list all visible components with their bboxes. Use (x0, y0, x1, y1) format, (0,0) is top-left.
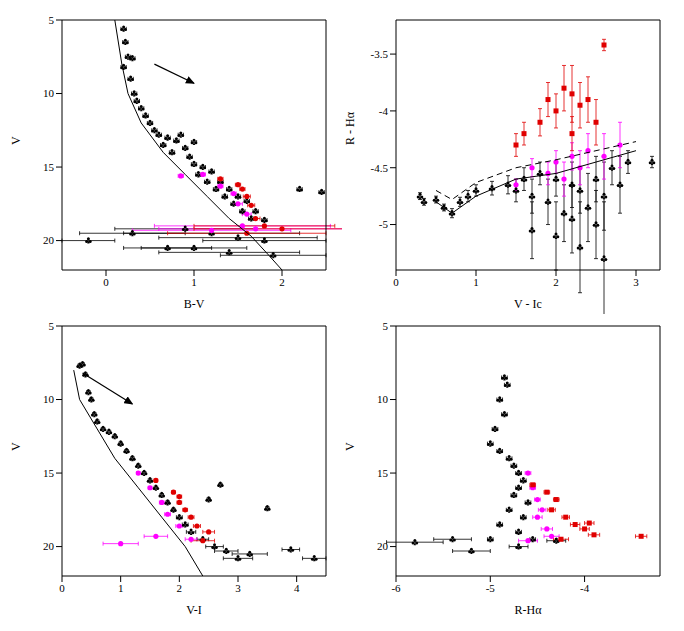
svg-text:15: 15 (43, 161, 55, 173)
svg-text:1: 1 (118, 582, 124, 594)
svg-text:3: 3 (235, 582, 241, 594)
svg-text:10: 10 (377, 393, 389, 405)
svg-text:-4.5: -4.5 (371, 162, 389, 174)
svg-text:10: 10 (43, 393, 55, 405)
svg-text:-4: -4 (580, 582, 590, 594)
svg-text:0: 0 (59, 582, 65, 594)
svg-text:3: 3 (633, 276, 639, 288)
svg-text:R-Hα: R-Hα (515, 603, 543, 617)
svg-text:2: 2 (177, 582, 183, 594)
svg-text:15: 15 (377, 467, 389, 479)
svg-text:0: 0 (393, 276, 399, 288)
svg-text:-3.5: -3.5 (371, 48, 389, 60)
svg-text:2: 2 (553, 276, 559, 288)
svg-text:0: 0 (103, 276, 109, 288)
svg-text:R - Hα: R - Hα (343, 111, 357, 145)
svg-text:20: 20 (43, 540, 55, 552)
svg-text:-5: -5 (486, 582, 496, 594)
svg-text:B-V: B-V (184, 297, 205, 311)
svg-text:V: V (343, 442, 357, 451)
svg-text:-6: -6 (391, 582, 401, 594)
svg-text:-4: -4 (379, 105, 389, 117)
svg-text:1: 1 (473, 276, 479, 288)
svg-text:V: V (9, 136, 23, 145)
svg-text:5: 5 (383, 320, 389, 332)
svg-text:V: V (9, 442, 23, 451)
svg-text:10: 10 (43, 87, 55, 99)
svg-text:1: 1 (191, 276, 197, 288)
svg-text:4: 4 (294, 582, 300, 594)
svg-text:2: 2 (279, 276, 285, 288)
svg-text:20: 20 (377, 540, 389, 552)
svg-text:-5: -5 (379, 218, 389, 230)
svg-text:5: 5 (49, 14, 55, 26)
svg-text:15: 15 (43, 467, 55, 479)
svg-text:20: 20 (43, 234, 55, 246)
svg-text:V - Ic: V - Ic (514, 297, 542, 311)
svg-text:V-I: V-I (186, 603, 202, 617)
svg-text:5: 5 (49, 320, 55, 332)
